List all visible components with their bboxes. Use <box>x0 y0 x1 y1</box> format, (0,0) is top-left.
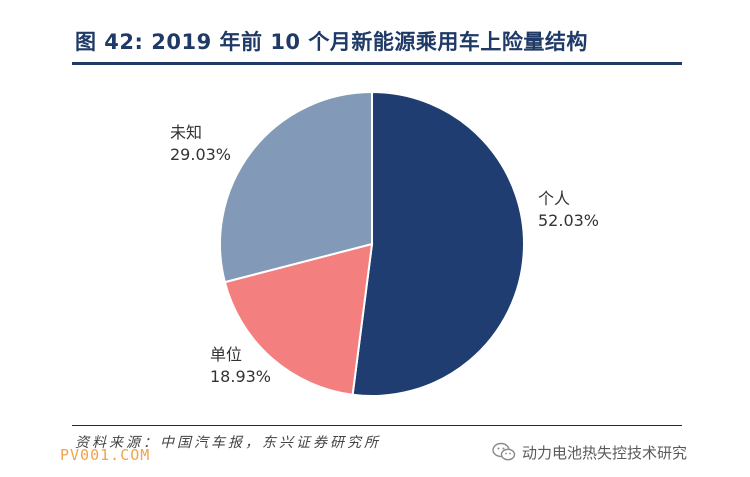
slice-name-personal: 个人 <box>538 189 571 208</box>
slice-label-personal: 个人 52.03% <box>538 188 599 232</box>
slice-name-unknown: 未知 <box>170 123 203 142</box>
slice-label-unknown: 未知 29.03% <box>170 122 231 166</box>
chart-title: 图 42: 2019 年前 10 个月新能源乘用车上险量结构 <box>75 30 588 54</box>
pie-slice-personal <box>351 90 525 397</box>
watermark-account: 动力电池热失控技术研究 <box>492 440 687 464</box>
title-divider <box>72 62 682 65</box>
watermark-site: PV001.COM <box>60 446 151 464</box>
slice-label-company: 单位 18.93% <box>210 344 271 388</box>
source-note: 资料来源：中国汽车报，东兴证券研究所 <box>75 435 381 451</box>
pie-slice-company <box>223 242 374 396</box>
pie-slice-unknown <box>219 90 373 284</box>
slice-value-unknown: 29.03% <box>170 145 232 164</box>
watermark-account-name: 动力电池热失控技术研究 <box>522 443 688 462</box>
slice-value-personal: 52.03% <box>538 211 600 230</box>
footer-divider <box>72 425 682 426</box>
wechat-icon <box>492 442 516 461</box>
slice-name-company: 单位 <box>210 345 243 364</box>
slice-value-company: 18.93% <box>210 367 272 386</box>
